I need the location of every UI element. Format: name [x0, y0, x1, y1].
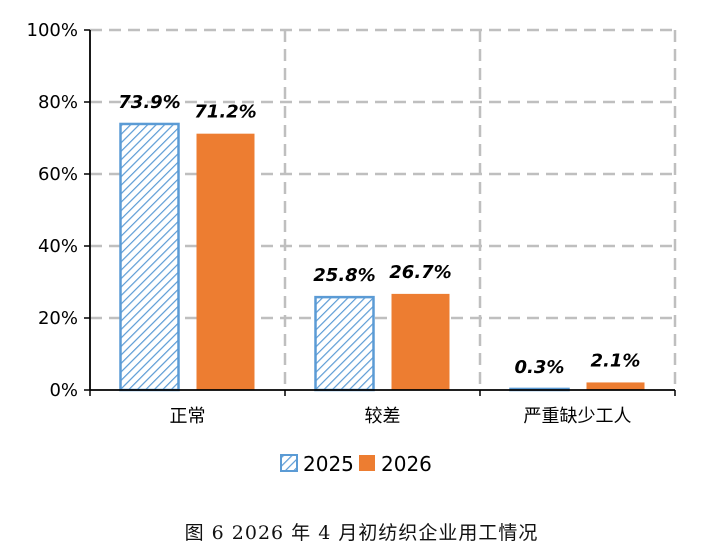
y-tick-label: 60%: [38, 164, 78, 185]
bar-2025: [314, 295, 375, 392]
bars: [119, 122, 645, 392]
data-label-2026: 71.2%: [194, 102, 256, 123]
bar-chart: 0% 20% 40% 60% 80% 100% 73.9% 71.2% 正常 25.8% 26.7%…: [27, 20, 677, 476]
data-label-2025: 73.9%: [118, 92, 180, 113]
y-tick-label: 20%: [38, 308, 78, 329]
data-label-2026: 2.1%: [591, 350, 641, 371]
legend-label-2025: 2025: [303, 452, 354, 476]
gridlines: [90, 28, 677, 390]
data-label-2025: 0.3%: [515, 357, 565, 378]
labels: 0% 20% 40% 60% 80% 100% 73.9% 71.2% 正常 25.8% 26.7%…: [27, 20, 641, 427]
legend-swatch-2026: [359, 455, 375, 471]
data-label-2026: 26.7%: [389, 262, 451, 283]
bar-2026: [586, 382, 645, 390]
y-tick-label: 100%: [27, 20, 78, 41]
data-label-2025: 25.8%: [313, 265, 375, 286]
y-tick-label: 0%: [49, 380, 78, 401]
bar-2026: [391, 293, 450, 390]
legend-label-2026: 2026: [381, 452, 432, 476]
category-label: 严重缺少工人: [524, 406, 632, 427]
bar-2025: [119, 122, 180, 392]
y-tick-label: 40%: [38, 236, 78, 257]
category-label: 较差: [365, 406, 401, 427]
category-label: 正常: [170, 406, 206, 427]
legend-swatch-2025: [280, 454, 298, 472]
y-tick-label: 80%: [38, 92, 78, 113]
figure-caption: 图 6 2026 年 4 月初纺织企业用工情况: [184, 522, 539, 544]
bar-2026: [196, 133, 255, 390]
axes: [84, 29, 676, 396]
legend: 2025 2026: [280, 452, 432, 476]
